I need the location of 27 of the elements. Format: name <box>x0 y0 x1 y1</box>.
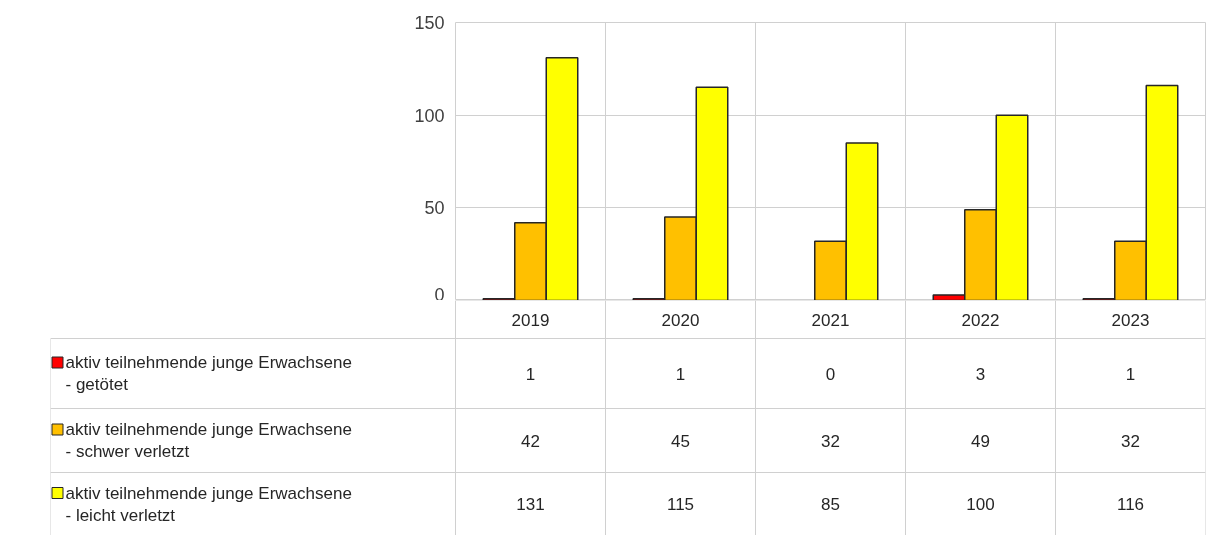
data-label: 49 <box>971 431 990 451</box>
data-label: 3 <box>975 364 986 384</box>
y-tick-label: 50 <box>424 198 445 219</box>
x-tick-label: 2022 <box>961 310 1000 330</box>
data-label: 42 <box>521 431 540 451</box>
data-label: 85 <box>821 495 840 514</box>
legend-label: aktiv teilnehmende junge Erwachsene - schwer verletzt <box>65 420 352 461</box>
data-label: 0 <box>825 364 836 384</box>
data-label: 100 <box>966 495 995 514</box>
data-label: 1 <box>525 364 536 384</box>
data-label: 1 <box>1125 364 1136 384</box>
data-label: 115 <box>666 495 695 514</box>
y-tick-label: 100 <box>414 105 445 126</box>
data-label: 116 <box>1116 495 1145 514</box>
x-tick-label: 2019 <box>511 310 550 330</box>
x-tick-label: 2020 <box>661 310 700 330</box>
data-label: 32 <box>1121 431 1140 451</box>
data-label: 32 <box>821 431 840 451</box>
y-tick-label: 0 <box>434 284 445 305</box>
legend-label: aktiv teilnehmende junge Erwachsene - getötet <box>65 353 352 394</box>
legend-label: aktiv teilnehmende junge Erwachsene - leicht verletzt <box>65 483 352 525</box>
data-label: 1 <box>675 364 686 384</box>
x-tick-label: 2021 <box>811 310 850 330</box>
x-tick-label: 2023 <box>1111 310 1150 330</box>
data-label: 45 <box>671 431 690 451</box>
y-tick-label: 150 <box>414 13 445 33</box>
data-label: 131 <box>516 495 545 514</box>
